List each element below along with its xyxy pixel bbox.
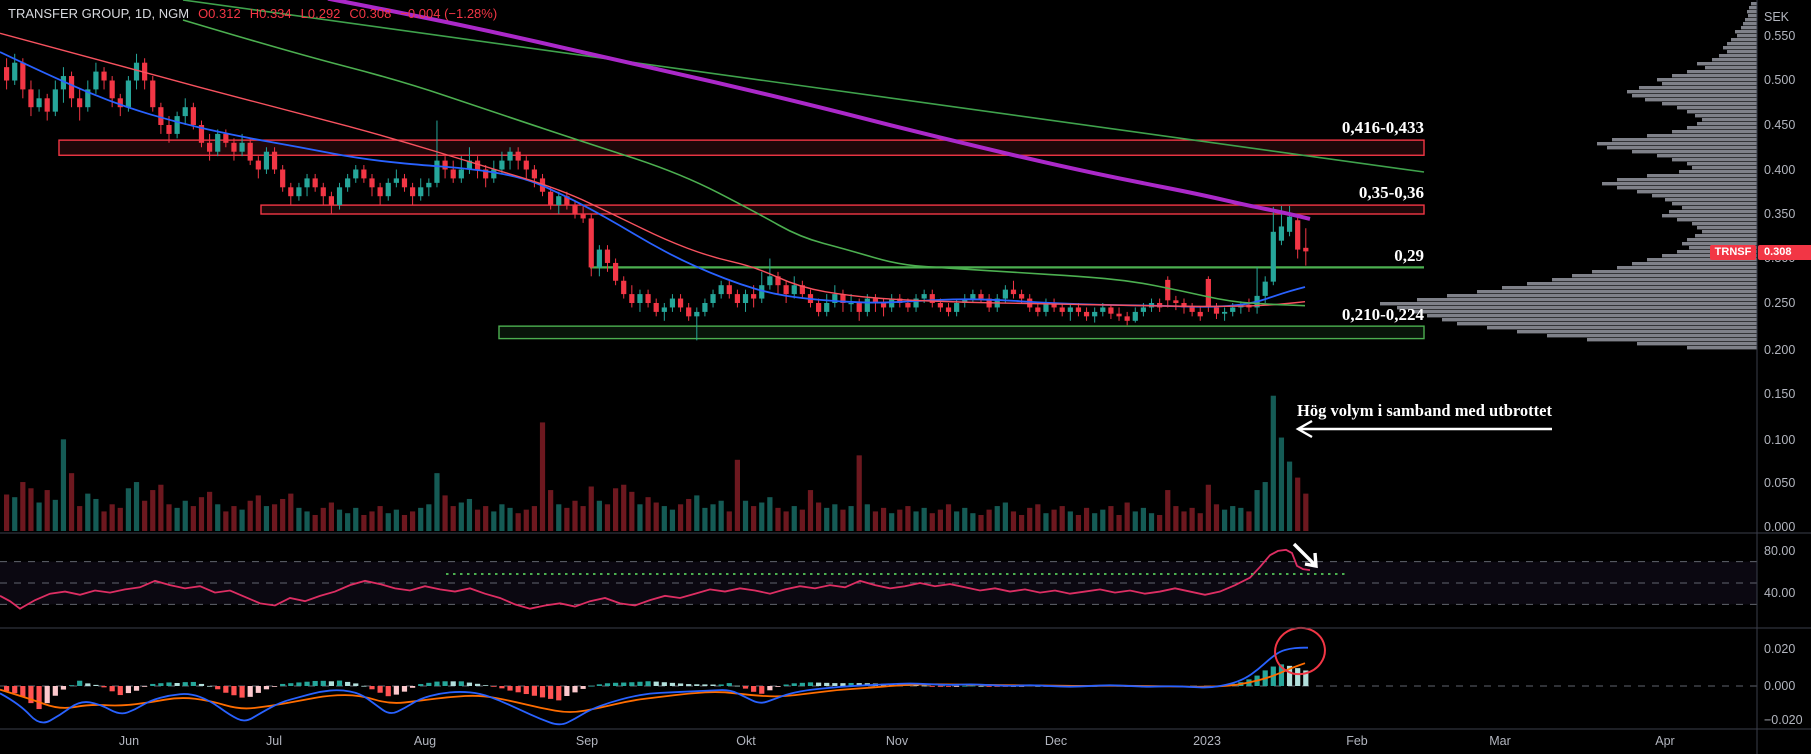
price-axis-label: 40.00 xyxy=(1764,586,1795,600)
rsi-down-arrowhead xyxy=(1304,552,1318,569)
price-axis-label: SEK xyxy=(1764,10,1790,24)
time-axis-label: Apr xyxy=(1655,734,1674,748)
last-price-value-badge: 0.308 xyxy=(1758,245,1811,260)
time-axis-label: Sep xyxy=(576,734,598,748)
price-axis-label: 0.100 xyxy=(1764,433,1795,447)
volume-annotation-text[interactable]: Hög volym i samband med utbrottet xyxy=(1297,401,1552,420)
price-axis-label: 0.450 xyxy=(1764,118,1795,132)
time-axis[interactable]: Jun Jul Aug Sep Okt Nov Dec 2023 Feb Mar Apr xyxy=(119,734,1675,748)
candlesticks xyxy=(4,53,1309,341)
symbol-legend[interactable]: TRANSFER GROUP, 1D, NGM O0.312 H0.334 L0.29… xyxy=(8,6,497,21)
zone-label-0210-0224[interactable]: 0,210-0,224 xyxy=(1341,305,1424,324)
descending-trendline[interactable] xyxy=(182,0,1425,173)
volume-bars xyxy=(4,395,1309,531)
indicator-guides xyxy=(0,561,1757,687)
ma-red xyxy=(0,32,1306,308)
trendline-layer[interactable] xyxy=(182,0,1425,173)
zone-label-029[interactable]: 0,29 xyxy=(1394,246,1424,265)
price-axis-label: 0.050 xyxy=(1764,476,1795,490)
ohlc-open: O0.312 xyxy=(198,6,241,21)
time-axis-label: 2023 xyxy=(1193,734,1221,748)
ma-purple xyxy=(327,0,1311,221)
time-axis-label: Okt xyxy=(736,734,756,748)
ohlc-high: H0.334 xyxy=(249,6,292,21)
price-axis-label: 0.500 xyxy=(1764,73,1795,87)
time-axis-label: Nov xyxy=(886,734,909,748)
price-axis-label: 80.00 xyxy=(1764,544,1795,558)
zone-label-0416-0433[interactable]: 0,416-0,433 xyxy=(1341,118,1424,137)
price-axis[interactable]: SEK0.5500.5000.4500.4000.3500.3000.2500.… xyxy=(1764,10,1803,727)
ohlc-low: L0.292 xyxy=(300,6,341,21)
price-axis-label: 0.400 xyxy=(1764,163,1795,177)
price-axis-label: 0.350 xyxy=(1764,207,1795,221)
zone-label-035-036[interactable]: 0,35-0,36 xyxy=(1358,183,1424,202)
volume-annotation-arrowhead xyxy=(1295,419,1313,439)
price-axis-label: 0.150 xyxy=(1764,387,1795,401)
ohlc-close: C0.308 xyxy=(349,6,392,21)
ma-blue xyxy=(0,51,1306,308)
rsi-line xyxy=(0,548,1311,610)
price-axis-label: 0.000 xyxy=(1764,679,1795,693)
macd-pane xyxy=(0,646,1309,726)
price-axis-label: 0.200 xyxy=(1764,343,1795,357)
time-axis-label: Mar xyxy=(1489,734,1511,748)
price-axis-label: 0.000 xyxy=(1764,520,1795,534)
time-axis-label: Jun xyxy=(119,734,139,748)
macd-line xyxy=(0,646,1308,726)
volume-profile xyxy=(1380,2,1757,350)
price-axis-label: 0.250 xyxy=(1764,296,1795,310)
rsi-down-arrow-shaft xyxy=(1292,542,1318,568)
price-axis-label: −0.020 xyxy=(1764,713,1803,727)
moving-averages xyxy=(0,0,1311,308)
ohlc-change: −0.004 (−1.28%) xyxy=(400,6,498,21)
support-resistance-zones[interactable] xyxy=(58,139,1425,340)
time-axis-label: Dec xyxy=(1045,734,1067,748)
price-axis-label: 0.020 xyxy=(1764,642,1795,656)
time-axis-label: Aug xyxy=(414,734,436,748)
macd-circle-annotation xyxy=(1274,626,1326,676)
symbol-title[interactable]: TRANSFER GROUP, 1D, NGM xyxy=(8,6,190,21)
time-axis-label: Jul xyxy=(266,734,282,748)
time-axis-label: Feb xyxy=(1346,734,1368,748)
rsi-pane xyxy=(0,548,1347,610)
annotations[interactable] xyxy=(1271,419,1552,679)
ma-green xyxy=(182,19,1306,307)
macd-signal-line xyxy=(0,662,1306,713)
last-price-symbol-badge: TRNSF xyxy=(1710,245,1756,260)
price-axis-label: 0.550 xyxy=(1764,29,1795,43)
